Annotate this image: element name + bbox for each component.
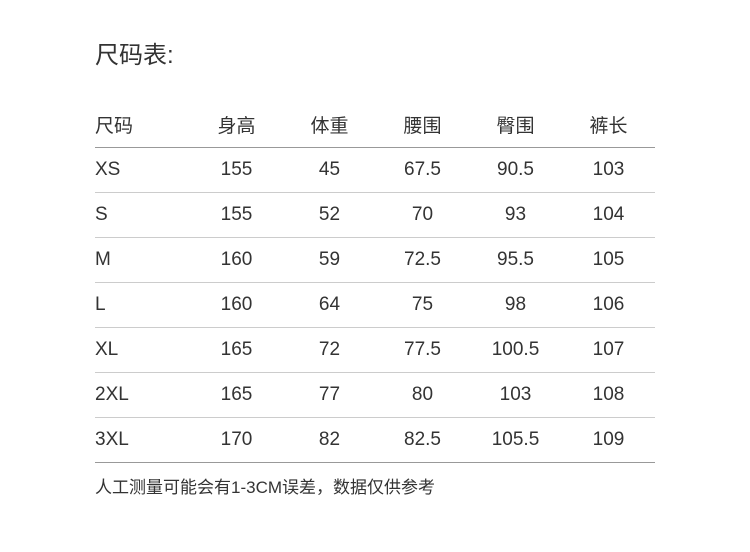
measurement-cell: 105.5 xyxy=(469,417,562,463)
measurement-cell: 59 xyxy=(283,237,376,283)
measurement-cell: 67.5 xyxy=(376,147,469,193)
measurement-cell: 165 xyxy=(190,372,283,418)
measurement-cell: 90.5 xyxy=(469,147,562,193)
measurement-cell: 105 xyxy=(562,237,655,283)
measurement-cell: 160 xyxy=(190,237,283,283)
measurement-cell: 155 xyxy=(190,147,283,193)
table-row: L 160 64 75 98 106 xyxy=(95,282,655,328)
column-header: 尺码 xyxy=(95,110,190,148)
measurement-cell: 77 xyxy=(283,372,376,418)
table-header: 尺码 身高 体重 腰围 臀围 裤长 xyxy=(95,110,655,148)
size-label-cell: M xyxy=(95,237,190,283)
size-label-cell: XL xyxy=(95,327,190,373)
measurement-cell: 106 xyxy=(562,282,655,328)
measurement-cell: 103 xyxy=(562,147,655,193)
table-row: M 160 59 72.5 95.5 105 xyxy=(95,237,655,283)
measurement-cell: 82.5 xyxy=(376,417,469,463)
measurement-disclaimer-note: 人工测量可能会有1-3CM误差，数据仅供参考 xyxy=(95,478,436,497)
table-header-row: 尺码 身高 体重 腰围 臀围 裤长 xyxy=(95,110,655,148)
size-label-cell: 3XL xyxy=(95,417,190,463)
measurement-cell: 64 xyxy=(283,282,376,328)
size-chart-table: 尺码 身高 体重 腰围 臀围 裤长 XS 155 45 67.5 90.5 103 S 155 52 70 9… xyxy=(95,110,655,463)
table-row: 3XL 170 82 82.5 105.5 109 xyxy=(95,417,655,463)
measurement-cell: 70 xyxy=(376,192,469,238)
measurement-cell: 75 xyxy=(376,282,469,328)
table-row: S 155 52 70 93 104 xyxy=(95,192,655,238)
measurement-cell: 45 xyxy=(283,147,376,193)
size-label-cell: XS xyxy=(95,147,190,193)
measurement-cell: 98 xyxy=(469,282,562,328)
table-body: XS 155 45 67.5 90.5 103 S 155 52 70 93 104 M 160 59 72.… xyxy=(95,147,655,463)
size-label-cell: 2XL xyxy=(95,372,190,418)
measurement-cell: 93 xyxy=(469,192,562,238)
measurement-cell: 155 xyxy=(190,192,283,238)
measurement-cell: 52 xyxy=(283,192,376,238)
column-header: 体重 xyxy=(283,110,376,148)
measurement-cell: 95.5 xyxy=(469,237,562,283)
page-title: 尺码表: xyxy=(95,42,174,69)
measurement-cell: 160 xyxy=(190,282,283,328)
measurement-cell: 165 xyxy=(190,327,283,373)
measurement-cell: 82 xyxy=(283,417,376,463)
measurement-cell: 107 xyxy=(562,327,655,373)
measurement-cell: 77.5 xyxy=(376,327,469,373)
column-header: 裤长 xyxy=(562,110,655,148)
measurement-cell: 108 xyxy=(562,372,655,418)
measurement-cell: 109 xyxy=(562,417,655,463)
size-label-cell: L xyxy=(95,282,190,328)
measurement-cell: 103 xyxy=(469,372,562,418)
column-header: 腰围 xyxy=(376,110,469,148)
column-header: 臀围 xyxy=(469,110,562,148)
table-row: 2XL 165 77 80 103 108 xyxy=(95,372,655,418)
size-label-cell: S xyxy=(95,192,190,238)
measurement-cell: 80 xyxy=(376,372,469,418)
measurement-cell: 72.5 xyxy=(376,237,469,283)
column-header: 身高 xyxy=(190,110,283,148)
measurement-cell: 170 xyxy=(190,417,283,463)
table-row: XL 165 72 77.5 100.5 107 xyxy=(95,327,655,373)
measurement-cell: 72 xyxy=(283,327,376,373)
measurement-cell: 104 xyxy=(562,192,655,238)
table-row: XS 155 45 67.5 90.5 103 xyxy=(95,147,655,193)
measurement-cell: 100.5 xyxy=(469,327,562,373)
